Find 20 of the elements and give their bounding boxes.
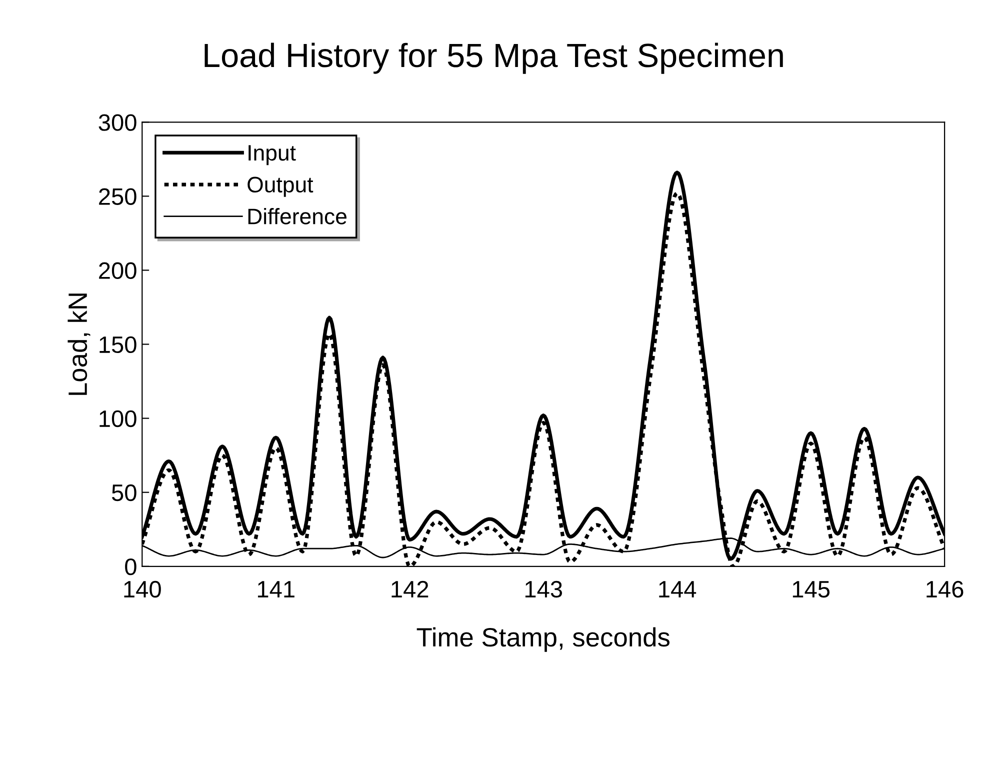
legend-label: Input [248, 145, 296, 166]
y-tick-label: 150 [100, 336, 136, 354]
y-tick-label: 200 [99, 262, 136, 280]
x-tick-label: 145 [792, 581, 830, 598]
legend-label: Output [248, 176, 314, 197]
x-tick-label: 142 [392, 580, 428, 598]
legend-label: Difference [248, 208, 346, 224]
x-tick-label: 146 [926, 580, 964, 598]
y-tick-label: 0 [125, 558, 136, 576]
x-tick-label: 144 [659, 581, 696, 598]
y-tick-label: 100 [100, 410, 136, 428]
x-tick-label: 141 [258, 581, 294, 598]
y-axis-title: Load, kN [68, 294, 90, 395]
y-tick-label: 50 [112, 484, 136, 502]
x-tick-label: 140 [124, 580, 161, 598]
chart-title: Load History for 55 Mpa Test Specimen [204, 42, 783, 74]
x-axis-title: Time Stamp, seconds [416, 627, 670, 652]
y-tick-label: 300 [98, 114, 136, 131]
y-tick-label: 250 [99, 188, 136, 205]
x-tick-label: 143 [525, 580, 562, 598]
